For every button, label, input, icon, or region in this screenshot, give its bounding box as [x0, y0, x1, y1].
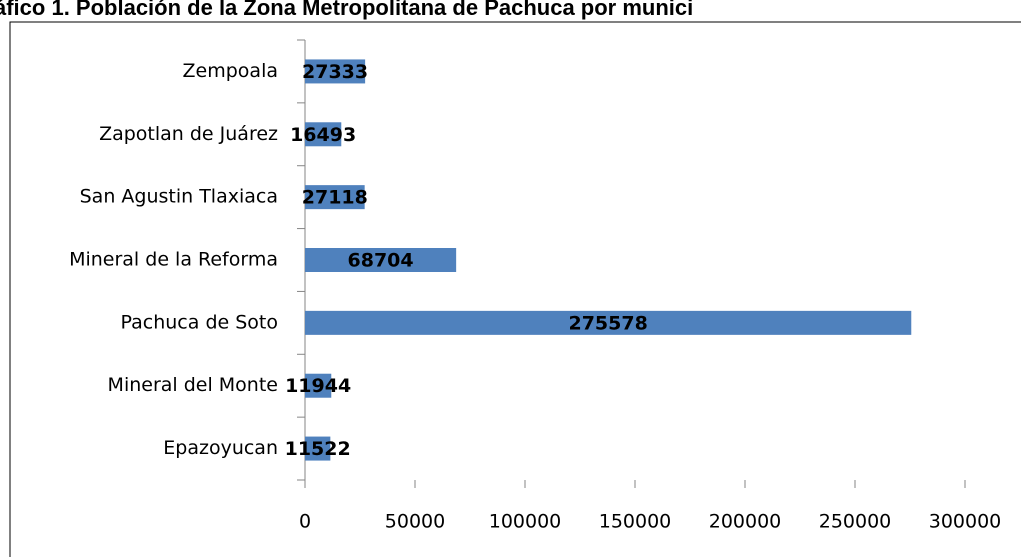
- x-tick-label: 100000: [489, 511, 562, 533]
- x-tick-label: 200000: [709, 511, 782, 533]
- y-tick-label: Mineral de la Reforma: [69, 249, 278, 271]
- y-tick-label: San Agustin Tlaxiaca: [80, 186, 278, 208]
- bar: [305, 185, 365, 210]
- y-tick-label: Mineral del Monte: [108, 374, 278, 396]
- x-tick-label: 50000: [385, 511, 445, 533]
- bar: [305, 373, 332, 398]
- data-label: 27333: [302, 61, 368, 83]
- y-tick-label: Pachuca de Soto: [121, 311, 278, 333]
- data-label: 275578: [568, 312, 647, 334]
- y-tick-label: Epazoyucan: [163, 437, 278, 459]
- x-tick-label: 300000: [929, 511, 1002, 533]
- chart-title: áfico 1. Población de la Zona Metropolit…: [0, 0, 693, 20]
- x-tick-label: 250000: [819, 511, 892, 533]
- data-label: 16493: [290, 124, 356, 146]
- bar: [305, 248, 457, 272]
- data-label: 27118: [302, 187, 368, 209]
- data-label: 68704: [348, 250, 414, 272]
- x-tick-label: 0: [299, 511, 311, 533]
- bar: [305, 59, 366, 84]
- x-tick-label: 150000: [599, 511, 672, 533]
- chart-frame: [9, 21, 1021, 557]
- data-label: 11522: [285, 438, 351, 460]
- y-tick-label: Zempoala: [183, 60, 278, 82]
- bar: [305, 122, 342, 147]
- y-tick-label: Zapotlan de Juárez: [99, 123, 278, 145]
- data-label: 11944: [285, 375, 351, 397]
- bar: [305, 310, 912, 335]
- bar: [305, 436, 331, 461]
